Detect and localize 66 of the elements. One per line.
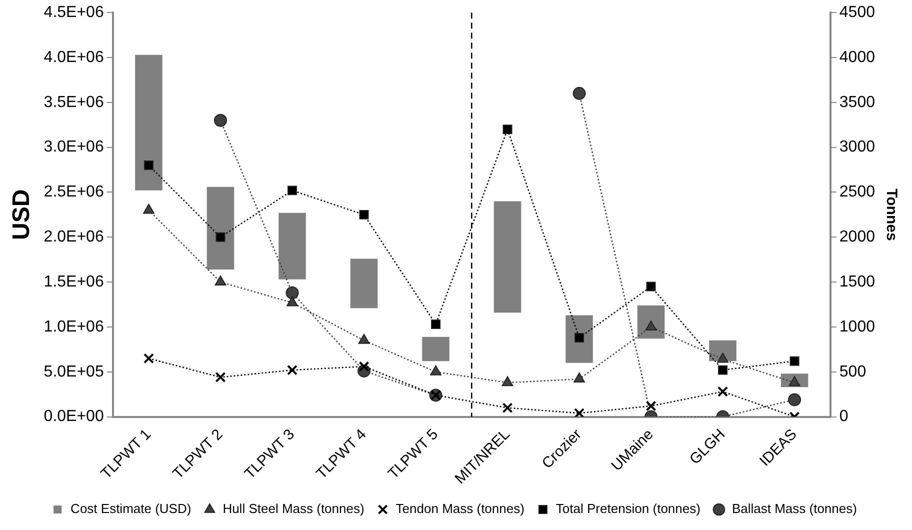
y-tick-label: 4.0E+06 <box>44 48 104 66</box>
point <box>572 86 586 100</box>
y-tick-label: 1.5E+06 <box>44 273 104 290</box>
point <box>214 276 226 286</box>
point <box>574 372 585 383</box>
bar <box>278 212 306 280</box>
point <box>286 296 298 306</box>
bar <box>494 201 522 313</box>
point <box>502 402 513 414</box>
y2-tick-label: 3000 <box>839 138 876 156</box>
point <box>143 204 154 214</box>
point <box>574 332 584 342</box>
bar <box>350 258 378 308</box>
point <box>358 334 370 344</box>
point <box>718 386 728 397</box>
point <box>574 408 585 417</box>
y-tick-label: 4.5E+06 <box>44 4 104 22</box>
legend-label: Ballast Mass (tonnes) <box>732 501 857 516</box>
legend-label: Cost Estimate (USD) <box>70 501 192 516</box>
legend-label: Hull Steel Mass (tonnes) <box>222 501 364 516</box>
point <box>790 356 800 366</box>
y2-tick-label: 2000 <box>839 228 876 246</box>
point <box>718 365 728 375</box>
y-tick-label: 5.0E+05 <box>44 363 104 380</box>
y-tick-label: 1.0E+06 <box>44 318 104 336</box>
y2-tick-label: 500 <box>839 363 866 380</box>
bar <box>422 336 450 362</box>
point <box>143 353 154 364</box>
bar <box>135 54 162 190</box>
y2-tick-label: 1000 <box>839 318 876 336</box>
bar <box>566 315 593 363</box>
point <box>646 282 656 292</box>
y2-tick-label: 2500 <box>839 184 876 201</box>
point <box>646 400 656 412</box>
point <box>502 124 512 134</box>
bar <box>206 186 234 270</box>
point <box>288 186 297 196</box>
y2-tick-label: 3500 <box>839 94 876 111</box>
point <box>431 320 440 330</box>
point <box>717 352 728 363</box>
y2-tick-label: 0 <box>839 408 848 426</box>
y-tick-label: 2.5E+06 <box>44 184 104 201</box>
point <box>358 361 370 372</box>
point <box>359 210 369 220</box>
point <box>216 232 226 242</box>
y2-axis-title: Tonnes <box>882 188 900 241</box>
point <box>502 376 514 386</box>
point <box>788 393 802 406</box>
point <box>144 160 154 170</box>
y-tick-label: 3.0E+06 <box>44 138 104 156</box>
y-axis-title: USD <box>8 189 36 240</box>
legend-label: Tendon Mass (tonnes) <box>396 501 524 516</box>
point <box>286 286 299 300</box>
bar <box>637 305 665 339</box>
point <box>215 372 226 382</box>
point <box>214 114 227 127</box>
y2-tick-label: 1500 <box>839 273 876 290</box>
point <box>287 364 298 376</box>
legend-label: Total Pretension (tonnes) <box>556 501 700 516</box>
y-tick-label: 0.0E+00 <box>44 408 104 426</box>
y-tick-label: 3.5E+06 <box>44 94 104 111</box>
y-tick-label: 2.0E+06 <box>44 228 104 246</box>
y2-tick-label: 4000 <box>839 48 876 66</box>
y2-tick-label: 4500 <box>839 4 876 22</box>
point <box>430 365 442 376</box>
bar <box>709 340 736 362</box>
